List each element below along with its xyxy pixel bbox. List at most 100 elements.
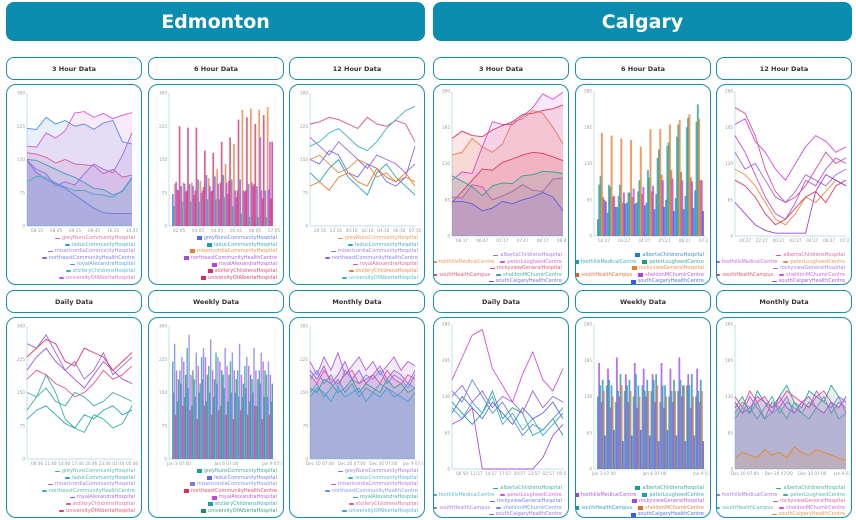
legend-item[interactable]: misericordiaCommunityHospital bbox=[47, 481, 135, 488]
legend-item[interactable]: foothillsMedicalCentre bbox=[717, 259, 777, 266]
legend-item[interactable]: leducCommunityHospital bbox=[348, 475, 418, 482]
legend-item[interactable]: greyNunsCommunityHospital bbox=[337, 468, 418, 475]
legend-item[interactable]: misericordiaCommunityHospital bbox=[189, 481, 277, 488]
legend-item[interactable]: misericordiaCommunityHospital bbox=[47, 248, 135, 255]
legend-item[interactable]: rockyviewGeneralHospital bbox=[631, 265, 704, 272]
bar bbox=[178, 126, 181, 226]
legend-item[interactable]: peterLougheedCentre bbox=[500, 259, 562, 266]
chart-legend: greyNunsCommunityHospital leducCommunityH… bbox=[11, 468, 135, 514]
chart-card: 0 75 150 225 300 08:46 11:46 14:46 17:46 20:46 23:… bbox=[6, 317, 142, 518]
legend-item[interactable]: northeastCommunityHealthCentre bbox=[183, 488, 277, 495]
legend-item[interactable]: stolleryChildrensHospital bbox=[65, 501, 135, 508]
legend-item[interactable]: royalAlexandraHospital bbox=[211, 494, 277, 501]
legend-item[interactable]: sheldonMChumirCentre bbox=[496, 272, 562, 279]
legend-item[interactable]: greyNunsCommunityHospital bbox=[196, 468, 277, 475]
legend-item[interactable]: greyNunsCommunityHospital bbox=[54, 235, 135, 242]
legend-item[interactable]: southHealthCampus bbox=[576, 505, 632, 512]
legend-item[interactable]: leducCommunityHospital bbox=[65, 475, 135, 482]
legend-item[interactable]: universityOfAlbertaHospital bbox=[201, 275, 277, 282]
legend-item[interactable]: stolleryChildrensHospital bbox=[65, 268, 135, 275]
legend-item[interactable]: sheldonMChumirCentre bbox=[779, 272, 845, 279]
legend-item[interactable]: southHealthCampus bbox=[717, 505, 773, 512]
legend-label: southHealthCampus bbox=[439, 271, 491, 278]
legend-item[interactable]: southHealthCampus bbox=[434, 505, 490, 512]
legend-item[interactable]: albertaChildrensHospital bbox=[493, 485, 562, 492]
legend-swatch bbox=[324, 257, 330, 259]
legend-item[interactable]: greyNunsCommunityHospital bbox=[54, 468, 135, 475]
legend-item[interactable]: stolleryChildrensHospital bbox=[348, 268, 418, 275]
legend-item[interactable]: northeastCommunityHealthCentre bbox=[324, 255, 418, 262]
legend-item[interactable]: peterLougheedCentre bbox=[783, 492, 845, 499]
legend-item[interactable]: southCalgaryHealthCentre bbox=[630, 511, 704, 517]
legend-item[interactable]: peterLougheedCentre bbox=[500, 492, 562, 499]
legend-item[interactable]: royalAlexandraHospital bbox=[352, 494, 418, 501]
bar bbox=[206, 199, 209, 226]
legend-item[interactable]: royalAlexandraHospital bbox=[352, 261, 418, 268]
legend-item[interactable]: peterLougheedCentre bbox=[642, 259, 704, 266]
legend-item[interactable]: albertaChildrensHospital bbox=[635, 252, 704, 259]
legend-item[interactable]: southCalgaryHealthCentre bbox=[630, 278, 704, 284]
legend-label: greyNunsCommunityHospital bbox=[203, 235, 277, 241]
legend-item[interactable]: leducCommunityHospital bbox=[207, 475, 277, 482]
legend-item[interactable]: foothillsMedicalCentre bbox=[434, 492, 494, 499]
legend-item[interactable]: rockyviewGeneralHospital bbox=[489, 498, 562, 505]
legend-item[interactable]: southCalgaryHealthCentre bbox=[771, 278, 845, 284]
legend-item[interactable]: peterLougheedCentre bbox=[783, 259, 845, 266]
legend-item[interactable]: greyNunsCommunityHospital bbox=[196, 235, 277, 242]
legend-item[interactable]: northeastCommunityHealthCentre bbox=[41, 255, 135, 262]
legend-label: rockyviewGeneralHospital bbox=[496, 265, 562, 272]
legend-item[interactable]: royalAlexandraHospital bbox=[69, 261, 135, 268]
calgary-header-button[interactable]: Calgary bbox=[433, 2, 852, 41]
legend-item[interactable]: sheldonMChumirCentre bbox=[638, 272, 704, 279]
legend-item[interactable]: southCalgaryHealthCentre bbox=[488, 278, 562, 284]
legend-item[interactable]: universityOfAlbertaHospital bbox=[342, 275, 418, 282]
legend-item[interactable]: southCalgaryHealthCentre bbox=[771, 511, 845, 517]
bar bbox=[173, 343, 176, 459]
legend-item[interactable]: foothillsMedicalCentre bbox=[576, 259, 636, 266]
legend-item[interactable]: foothillsMedicalCentre bbox=[434, 259, 494, 266]
legend-item[interactable]: stolleryChildrensHospital bbox=[348, 501, 418, 508]
legend-item[interactable]: foothillsMedicalCentre bbox=[717, 492, 777, 499]
legend-item[interactable]: southHealthCampus bbox=[717, 272, 773, 279]
legend-item[interactable]: southCalgaryHealthCentre bbox=[488, 511, 562, 517]
legend-item[interactable]: royalAlexandraHospital bbox=[69, 494, 135, 501]
legend-item[interactable]: misericordiaCommunityHospital bbox=[189, 248, 277, 255]
legend-item[interactable]: albertaChildrensHospital bbox=[776, 485, 845, 492]
legend-item[interactable]: rockyviewGeneralHospital bbox=[772, 265, 845, 272]
legend-item[interactable]: universityOfAlbertaHospital bbox=[59, 508, 135, 515]
legend-item[interactable]: universityOfAlbertaHospital bbox=[201, 508, 277, 515]
legend-item[interactable]: peterLougheedCentre bbox=[642, 492, 704, 499]
legend-item[interactable]: albertaChildrensHospital bbox=[493, 252, 562, 259]
legend-item[interactable]: sheldonMChumirCentre bbox=[638, 505, 704, 512]
legend-item[interactable]: stolleryChildrensHospital bbox=[207, 501, 277, 508]
y-tick-label: 65 bbox=[445, 430, 451, 435]
legend-item[interactable]: sheldonMChumirCentre bbox=[779, 505, 845, 512]
legend-item[interactable]: leducCommunityHospital bbox=[348, 242, 418, 249]
legend-item[interactable]: royalAlexandraHospital bbox=[211, 261, 277, 268]
legend-item[interactable]: sheldonMChumirCentre bbox=[496, 505, 562, 512]
legend-item[interactable]: southHealthCampus bbox=[434, 271, 491, 279]
legend-item[interactable]: misericordiaCommunityHospital bbox=[330, 481, 418, 488]
legend-item[interactable]: universityOfAlbertaHospital bbox=[342, 508, 418, 515]
legend-item[interactable]: albertaChildrensHospital bbox=[776, 252, 845, 259]
chart-plot: 0 65 130 195 260 Dec 10 07:00 Dec 20 07:00 Dec … bbox=[725, 322, 850, 477]
legend-item[interactable]: rockyviewGeneralHospital bbox=[772, 498, 845, 505]
edmonton-header-button[interactable]: Edmonton bbox=[6, 2, 425, 41]
legend-item[interactable]: stolleryChildrensHospital bbox=[207, 268, 277, 275]
legend-item[interactable]: southHealthCampus bbox=[576, 272, 632, 279]
legend-item[interactable]: greyNunsCommunityHospital bbox=[337, 235, 418, 242]
legend-item[interactable]: northeastCommunityHealthCentre bbox=[41, 488, 135, 495]
bar bbox=[269, 141, 271, 226]
legend-item[interactable]: universityOfAlbertaHospital bbox=[59, 275, 135, 282]
legend-item[interactable]: foothillsMedicalCentre bbox=[576, 492, 636, 499]
legend-item[interactable]: rockyviewGeneralHospital bbox=[489, 265, 562, 272]
legend-item[interactable]: northeastCommunityHealthCentre bbox=[183, 255, 277, 262]
legend-item[interactable]: northeastCommunityHealthCentre bbox=[324, 488, 418, 495]
legend-item[interactable]: misericordiaCommunityHospital bbox=[330, 248, 418, 255]
legend-item[interactable]: albertaChildrensHospital bbox=[635, 485, 704, 492]
legend-item[interactable]: leducCommunityHospital bbox=[65, 242, 135, 249]
panel-title: 12 Hour Data bbox=[716, 57, 852, 80]
legend-item[interactable]: rockyviewGeneralHospital bbox=[631, 498, 704, 505]
legend-item[interactable]: leducCommunityHospital bbox=[207, 242, 277, 249]
bar bbox=[609, 407, 612, 469]
